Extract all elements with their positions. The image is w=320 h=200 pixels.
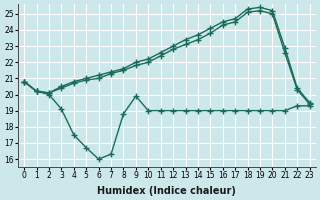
X-axis label: Humidex (Indice chaleur): Humidex (Indice chaleur) [98,186,236,196]
